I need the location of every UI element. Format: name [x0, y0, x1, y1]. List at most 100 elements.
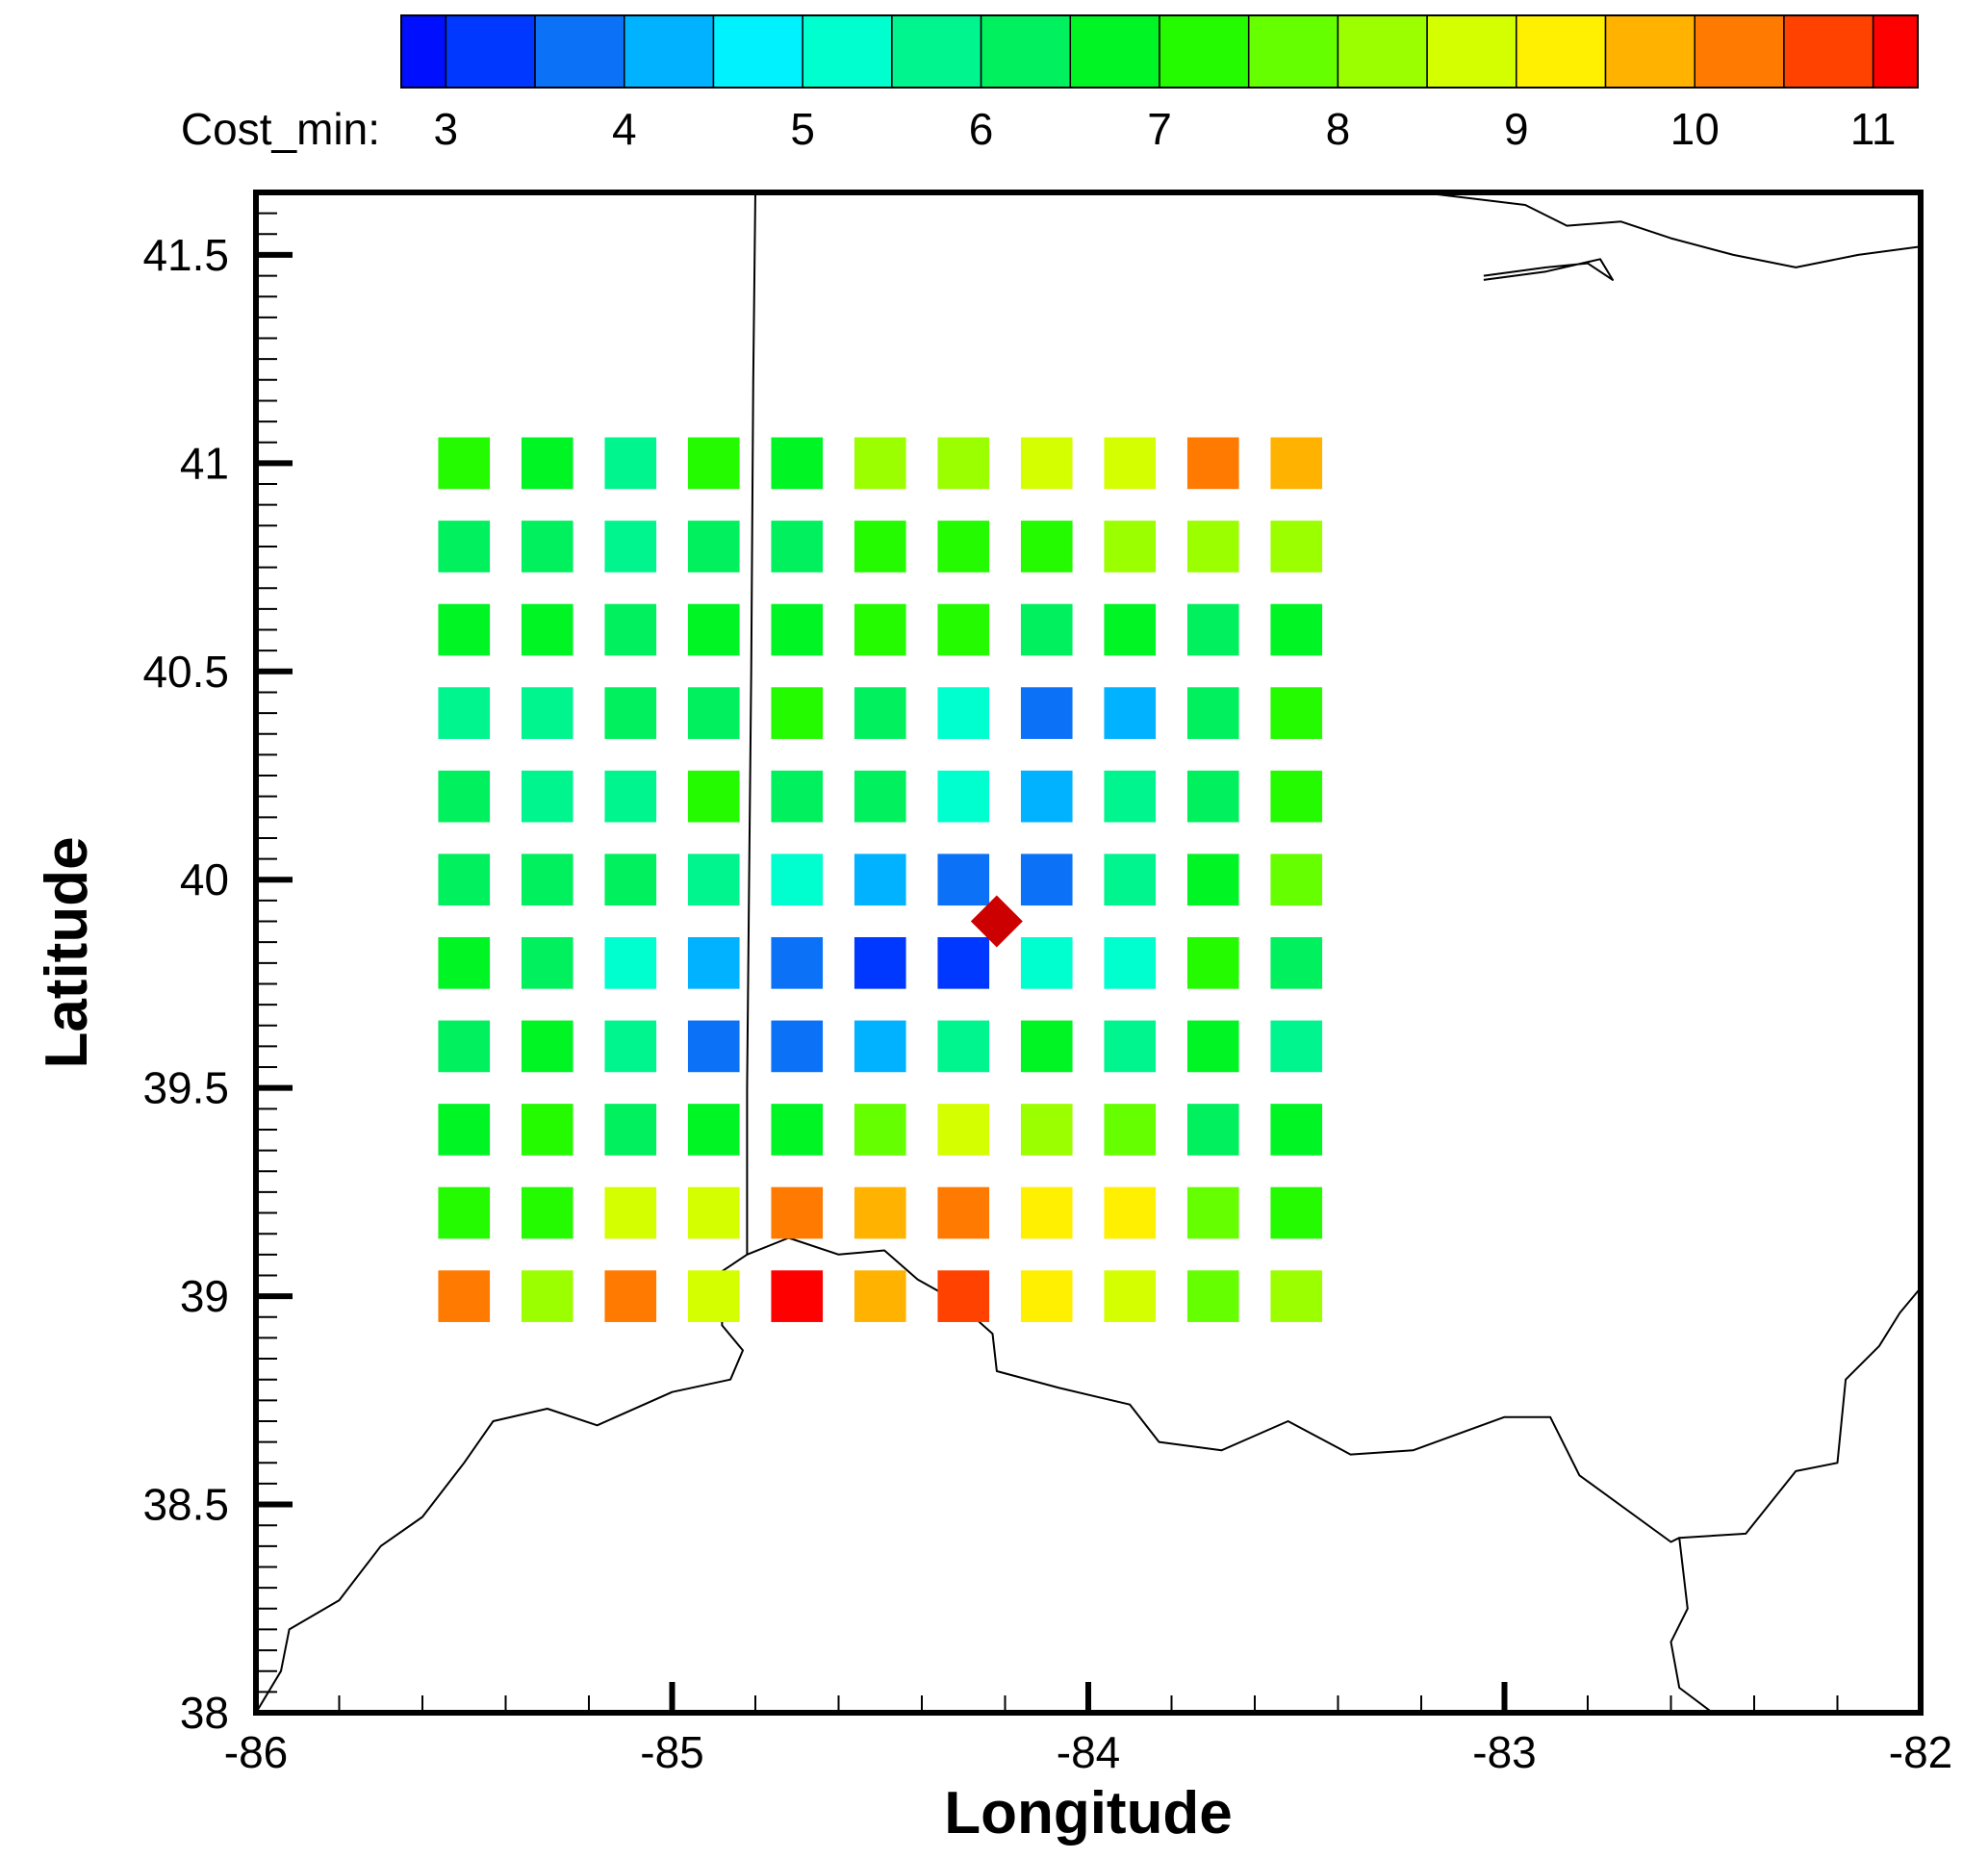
- heatmap-cell: [771, 1186, 824, 1239]
- heatmap-cell: [687, 1186, 740, 1239]
- colorbar-swatch: [891, 14, 982, 89]
- heatmap-cell: [687, 770, 740, 823]
- x-tick-label: -85: [640, 1727, 703, 1777]
- heatmap-cell: [854, 1270, 906, 1322]
- heatmap-cell: [687, 437, 740, 490]
- heatmap-cell: [1020, 1020, 1073, 1073]
- heatmap-cell: [771, 437, 824, 490]
- colorbar-swatch: [1783, 14, 1874, 89]
- heatmap-cell: [604, 687, 657, 739]
- heatmap-cell: [438, 770, 491, 823]
- y-tick-label: 38.5: [142, 1480, 229, 1530]
- heatmap-cell: [604, 1020, 657, 1073]
- heatmap-cell: [937, 1020, 990, 1073]
- heatmap-cell: [1104, 437, 1157, 490]
- heatmap-cell: [1270, 521, 1323, 573]
- heatmap-cell: [1104, 521, 1157, 573]
- colorbar-swatch: [802, 14, 893, 89]
- heatmap-cell: [1104, 853, 1157, 906]
- heatmap-cell: [937, 936, 990, 989]
- heatmap-cell: [438, 1104, 491, 1156]
- heatmap-cell: [438, 521, 491, 573]
- colorbar-swatch: [1069, 14, 1160, 89]
- heatmap-cell: [604, 1270, 657, 1322]
- heatmap-cell: [937, 1104, 990, 1156]
- heatmap-cell: [438, 687, 491, 739]
- heatmap-cell: [604, 1186, 657, 1239]
- heatmap-cell: [1104, 603, 1157, 656]
- heatmap-cell: [687, 521, 740, 573]
- colorbar-swatch: [980, 14, 1072, 89]
- heatmap-cell: [687, 936, 740, 989]
- colorbar-swatch: [1337, 14, 1428, 89]
- heatmap-cell: [854, 770, 906, 823]
- heatmap-cell: [521, 1270, 573, 1322]
- location-marker-diamond: [970, 895, 1023, 948]
- colorbar-swatch: [445, 14, 536, 89]
- colorbar-tick-label: 11: [1850, 104, 1897, 154]
- heatmap-cell: [937, 603, 990, 656]
- heatmap-cell: [521, 437, 573, 490]
- colorbar-tick-label: 9: [1504, 104, 1529, 154]
- colorbar-swatch: [1159, 14, 1250, 89]
- colorbar-tick-label: 7: [1147, 104, 1172, 154]
- x-tick-label: -82: [1889, 1727, 1952, 1777]
- x-tick-label: -86: [224, 1727, 288, 1777]
- heatmap-cell: [1104, 1020, 1157, 1073]
- heatmap-cell: [854, 603, 906, 656]
- heatmap-cell: [438, 853, 491, 906]
- heatmap-cell: [521, 936, 573, 989]
- heatmap-cell: [1104, 770, 1157, 823]
- colorbar-swatch: [624, 14, 715, 89]
- colorbar-swatch: [1516, 14, 1607, 89]
- heatmap-cell: [1104, 1270, 1157, 1322]
- heatmap-cell: [1186, 1020, 1239, 1073]
- heatmap-cell: [1020, 770, 1073, 823]
- colorbar-swatch: [1426, 14, 1517, 89]
- heatmap-cell: [771, 687, 824, 739]
- colorbar-swatch: [1604, 14, 1695, 89]
- heatmap-cell: [1186, 1270, 1239, 1322]
- heatmap-cell: [1104, 1104, 1157, 1156]
- heatmap-cell: [1020, 437, 1073, 490]
- colorbar-swatch: [400, 14, 447, 89]
- heatmap-cell: [937, 687, 990, 739]
- heatmap-cell: [854, 936, 906, 989]
- heatmap-cell: [1104, 936, 1157, 989]
- heatmap-cell: [937, 1186, 990, 1239]
- heatmap-cells: [438, 437, 1323, 1322]
- heatmap-cell: [1186, 437, 1239, 490]
- heatmap-cell: [1270, 936, 1323, 989]
- y-tick-label: 41: [180, 438, 229, 488]
- heatmap-cell: [854, 1020, 906, 1073]
- heatmap-cell: [771, 1104, 824, 1156]
- heatmap-cell: [687, 1104, 740, 1156]
- heatmap-cell: [1020, 687, 1073, 739]
- colorbar-tick-label: 8: [1326, 104, 1351, 154]
- heatmap-cell: [854, 1104, 906, 1156]
- heatmap-cell: [687, 853, 740, 906]
- heatmap-cell: [604, 437, 657, 490]
- marker-layer: [970, 895, 1023, 948]
- state-border-line: [746, 192, 756, 1255]
- heatmap-cell: [937, 770, 990, 823]
- heatmap-cell: [1186, 770, 1239, 823]
- colorbar-swatch: [534, 14, 625, 89]
- heatmap-cell: [937, 853, 990, 906]
- heatmap-cell: [1020, 853, 1073, 906]
- heatmap-cell: [521, 1020, 573, 1073]
- heatmap-cell: [521, 770, 573, 823]
- heatmap-cell: [687, 1270, 740, 1322]
- heatmap-cell: [1270, 1104, 1323, 1156]
- heatmap-cell: [438, 437, 491, 490]
- heatmap-cell: [1270, 437, 1323, 490]
- heatmap-cell: [687, 1020, 740, 1073]
- map-lines: [256, 192, 1921, 1713]
- x-axis: -86 -85 -84 -83 -82: [224, 1682, 1952, 1777]
- heatmap-cell: [1020, 1270, 1073, 1322]
- heatmap-cell: [1270, 1186, 1323, 1239]
- heatmap-cell: [854, 853, 906, 906]
- heatmap-cell: [604, 521, 657, 573]
- heatmap-cell: [604, 936, 657, 989]
